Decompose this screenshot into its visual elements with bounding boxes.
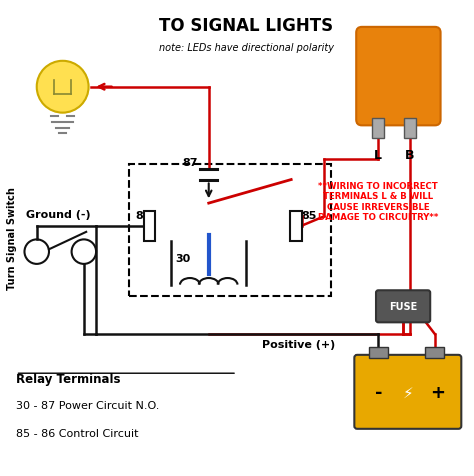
Text: 86: 86 — [135, 210, 151, 220]
Bar — [369, 347, 388, 358]
Text: +: + — [430, 383, 445, 401]
Bar — [144, 211, 155, 241]
Text: TO SIGNAL LIGHTS: TO SIGNAL LIGHTS — [159, 17, 334, 35]
Text: Ground (-): Ground (-) — [26, 209, 91, 219]
Bar — [426, 347, 444, 358]
Text: ⚡: ⚡ — [403, 385, 413, 399]
FancyBboxPatch shape — [376, 291, 430, 323]
Circle shape — [36, 62, 89, 113]
Bar — [290, 211, 301, 241]
Text: 30: 30 — [175, 254, 191, 264]
Text: Relay Terminals: Relay Terminals — [16, 372, 120, 385]
Text: L: L — [374, 149, 382, 162]
Bar — [404, 119, 416, 139]
FancyBboxPatch shape — [355, 355, 461, 429]
FancyBboxPatch shape — [356, 28, 440, 126]
Text: -: - — [374, 383, 382, 401]
Text: B: B — [405, 149, 415, 162]
Text: 85 - 86 Control Circuit: 85 - 86 Control Circuit — [16, 428, 138, 438]
Text: 85: 85 — [301, 210, 317, 220]
Text: Positive (+): Positive (+) — [262, 339, 335, 349]
Text: **WIRING TO INCORRECT
TERMINALS L & B WILL
CAUSE IRREVERSIBLE
DAMAGE TO CIRCUITR: **WIRING TO INCORRECT TERMINALS L & B WI… — [318, 181, 438, 222]
Text: FUSE: FUSE — [389, 302, 417, 312]
Text: 87: 87 — [182, 158, 198, 168]
Bar — [372, 119, 384, 139]
Text: 30 - 87 Power Circuit N.O.: 30 - 87 Power Circuit N.O. — [16, 400, 159, 410]
Bar — [128, 165, 331, 297]
Text: Turn Signal Switch: Turn Signal Switch — [7, 187, 17, 289]
Text: note: LEDs have directional polarity: note: LEDs have directional polarity — [159, 43, 334, 53]
